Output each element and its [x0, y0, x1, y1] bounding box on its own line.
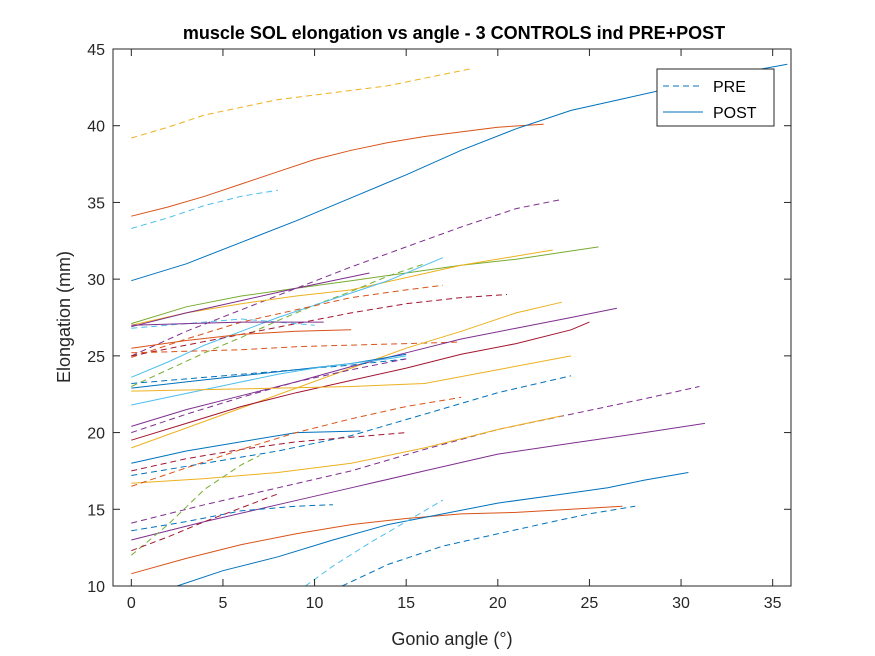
series-line-34 [131, 493, 279, 552]
series-line-29 [131, 432, 407, 472]
series-line-27 [131, 422, 705, 541]
y-tick-label: 20 [87, 426, 105, 443]
y-tick-label: 15 [87, 502, 105, 519]
series-line-5 [131, 198, 562, 357]
series-line-21 [131, 358, 407, 384]
x-tick-label: 5 [218, 595, 227, 612]
series-line-6 [131, 246, 599, 325]
x-tick-label: 35 [764, 595, 782, 612]
axes-box [112, 48, 792, 587]
x-tick-label: 30 [672, 595, 690, 612]
series-line-36 [176, 472, 689, 586]
chart-title: muscle SOL elongation vs angle - 3 CONTR… [183, 23, 725, 43]
legend-box [656, 68, 775, 127]
series-line-11 [131, 284, 443, 358]
series-line-33 [131, 504, 333, 532]
x-tick-label: 15 [397, 595, 415, 612]
x-tick-label: 0 [127, 595, 136, 612]
x-axis-label: Gonio angle (°) [391, 629, 512, 649]
x-tick-label: 10 [306, 595, 324, 612]
series-line-13 [131, 318, 315, 329]
y-tick-label: 35 [87, 195, 105, 212]
y-axis-label: Elongation (mm) [54, 251, 74, 383]
x-tick-label: 20 [489, 595, 507, 612]
y-tick-label: 40 [87, 119, 105, 136]
series-line-17 [131, 301, 563, 449]
series-line-14 [131, 321, 324, 326]
series-line-3 [131, 189, 278, 229]
series-line-32 [130, 455, 260, 556]
series-line-37 [305, 499, 444, 586]
y-tick-label: 30 [87, 272, 105, 289]
series-line-22 [131, 355, 407, 406]
x-tick-label: 25 [581, 595, 599, 612]
series-line-26 [131, 386, 700, 524]
series-line-24 [131, 355, 572, 392]
series-line-10 [131, 257, 443, 378]
series-line-9 [131, 263, 425, 387]
series-line-35 [131, 505, 623, 575]
series-line-25 [131, 375, 572, 476]
series-line-12 [131, 294, 508, 357]
series-line-31 [131, 396, 462, 487]
series-line-8 [131, 272, 370, 328]
axis-ticks: 0 5 10 15 20 25 30 35 10 15 20 25 30 35 40 45 [87, 42, 791, 612]
series-line-30 [131, 430, 361, 464]
y-tick-label: 45 [87, 42, 105, 59]
y-tick-label: 25 [87, 349, 105, 366]
series-line-1 [131, 68, 471, 139]
series-line-2 [131, 123, 544, 217]
series-line-7 [131, 249, 553, 326]
plot-lines [130, 63, 788, 586]
series-line-15 [131, 329, 352, 349]
y-tick-label: 10 [87, 579, 105, 596]
legend-label-pre: PRE [713, 79, 746, 96]
legend-label-post: POST [713, 105, 757, 122]
series-line-38 [341, 505, 636, 586]
series-line-16 [131, 341, 462, 354]
series-line-19 [131, 321, 590, 441]
series-line-23 [131, 358, 407, 434]
series-line-28 [131, 415, 563, 484]
legend: PRE POST [656, 68, 775, 127]
